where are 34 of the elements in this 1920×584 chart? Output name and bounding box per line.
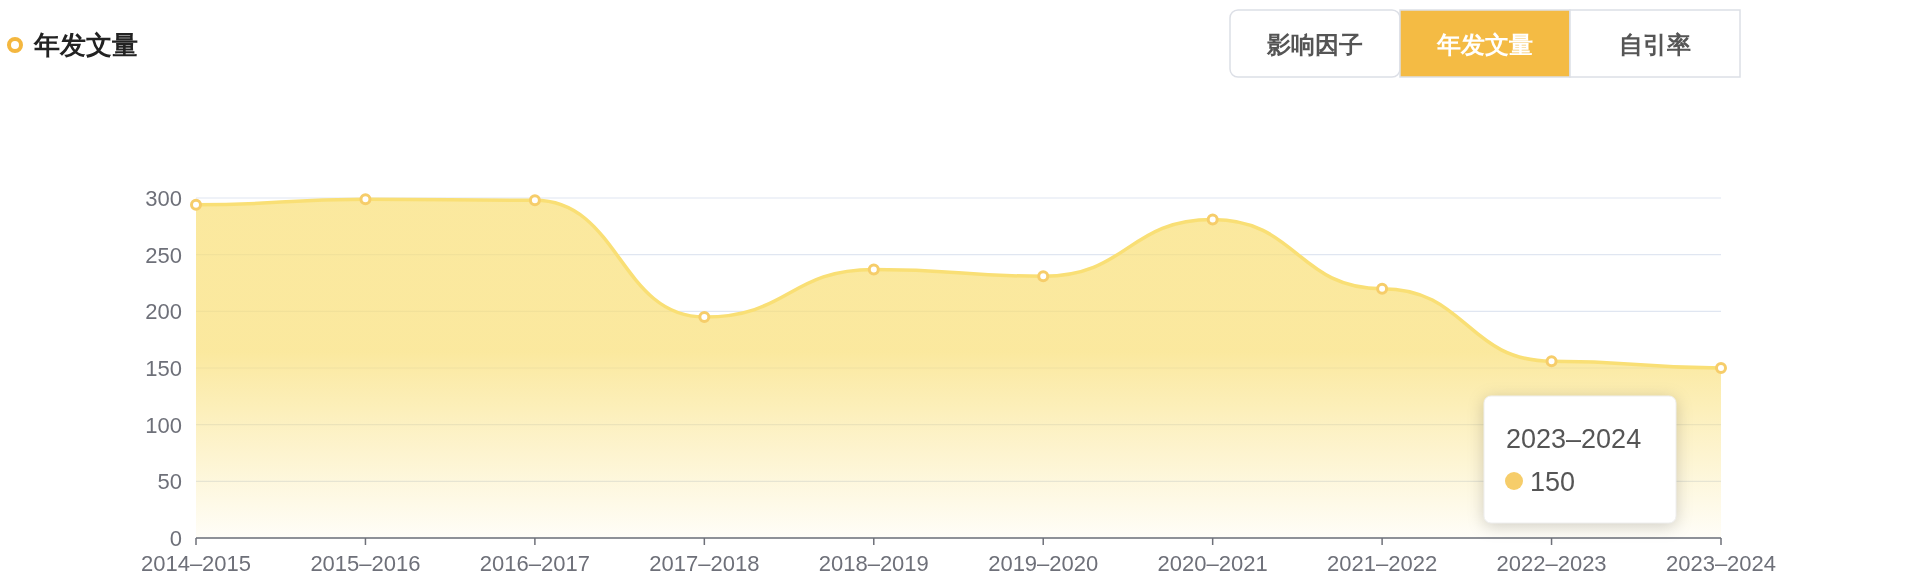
point: [1715, 362, 1727, 374]
y-tick-label: 250: [145, 242, 182, 268]
x-tick-label: 2016–2017: [479, 551, 590, 576]
x-tick-label: 2020–2021: [1157, 551, 1268, 576]
x-tick-label: 2019–2020: [988, 551, 1099, 576]
text: 年发文量: [1436, 30, 1533, 58]
x-tick-label: 2017–2018: [649, 551, 760, 576]
point: [867, 263, 880, 276]
point: [698, 311, 711, 323]
point: [528, 194, 541, 207]
x-tick-label: 2018–2019: [818, 551, 929, 576]
point: [1545, 355, 1558, 368]
text: 影响因子: [1266, 30, 1363, 58]
x-tick-label: 2021–2022: [1327, 551, 1438, 576]
x-tick-label: 2023–2024: [1665, 551, 1777, 576]
point: [1376, 282, 1389, 295]
y-tick-label: 200: [145, 299, 182, 325]
x-tick-label: 2014–2015: [140, 551, 252, 576]
annotation: 150: [1530, 467, 1576, 497]
y-tick-label: 100: [145, 412, 182, 438]
chart-title: 年发文量: [33, 30, 138, 60]
x-tick-label: 2022–2023: [1496, 551, 1607, 576]
y-tick-label: 300: [145, 186, 182, 211]
x-tick-label: 2015–2016: [310, 551, 421, 576]
point: [1037, 270, 1050, 283]
y-tick-label: 50: [157, 469, 182, 495]
point: [1206, 213, 1219, 226]
y-tick-label: 0: [169, 526, 182, 551]
y-tick-label: 150: [145, 356, 182, 381]
text: 自引率: [1619, 30, 1691, 58]
annotation: 2023–2024: [1506, 424, 1642, 454]
point: [359, 193, 372, 206]
point: [190, 198, 202, 211]
tooltip: 2023–2024 150: [1483, 395, 1677, 524]
